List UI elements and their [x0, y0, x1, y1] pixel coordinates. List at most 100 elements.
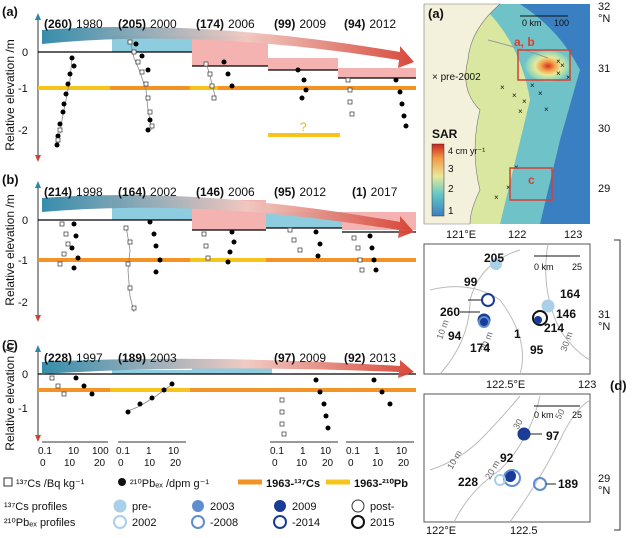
svg-text:97: 97 [546, 429, 560, 443]
svg-text:1: 1 [514, 327, 521, 341]
core-profiles [57, 219, 379, 313]
svg-text:1: 1 [300, 446, 306, 457]
svg-text:31: 31 [598, 63, 610, 75]
svg-text:92: 92 [500, 451, 514, 465]
legend: ¹³⁷Cs /Bq kg⁻¹ ²¹⁰Pbₑₓ /dpm g⁻¹ 1963-¹³⁷… [3, 477, 408, 529]
svg-text:10: 10 [396, 446, 408, 457]
core-year: 1998 [76, 185, 103, 199]
svg-text:228: 228 [458, 475, 478, 489]
panel-b: (b) 0 -1 -2 (214) 1998 (164) 2002 (146) 200… [2, 172, 416, 322]
core-year: 2006 [228, 185, 255, 199]
svg-text:121°E: 121°E [446, 229, 476, 241]
core-id: (99) [274, 17, 295, 31]
panel-label-d: (d) [610, 378, 627, 393]
core-year: 2013 [369, 351, 396, 365]
svg-text:×: × [556, 57, 561, 66]
svg-text:94: 94 [448, 329, 462, 343]
core-year: 2006 [228, 17, 255, 31]
svg-text:(228)1997: (228) 1997 [44, 351, 103, 365]
map-d-bottom: 10 m 20 m 30 50 0 km 25 97 92 228 189 12… [423, 393, 610, 537]
svg-text:×: × [530, 81, 535, 90]
svg-text:260: 260 [440, 305, 460, 319]
svg-text:10: 10 [320, 446, 332, 457]
svg-text:(174)2006: (174) 2006 [196, 17, 255, 31]
svg-text:99: 99 [464, 275, 478, 289]
svg-text:205: 205 [484, 251, 504, 265]
svg-text:×: × [512, 91, 517, 100]
core-id: (214) [44, 185, 72, 199]
svg-text:0 km: 0 km [534, 410, 554, 420]
svg-text:×: × [518, 107, 523, 116]
up-arrow-icon [35, 345, 41, 352]
svg-text:2009: 2009 [292, 501, 316, 513]
svg-text:122: 122 [508, 229, 526, 241]
svg-text:95: 95 [530, 343, 544, 357]
legend-pb: ²¹⁰Pbₑₓ /dpm g⁻¹ [130, 478, 209, 490]
panel-a: (a) ? 0 -1 -2 (260) 1980 (205) 2000 (174) 2… [2, 4, 416, 162]
svg-text:0: 0 [118, 458, 124, 469]
svg-text:×: × [538, 89, 543, 98]
svg-text:?: ? [300, 120, 307, 134]
svg-text:0: 0 [272, 458, 278, 469]
svg-text:123: 123 [578, 379, 596, 391]
svg-text:4 cm yr⁻¹: 4 cm yr⁻¹ [448, 146, 485, 156]
svg-text:0.1: 0.1 [346, 446, 360, 457]
svg-text:×: × [556, 69, 561, 78]
core-id: (260) [44, 17, 72, 31]
y-axis-title: Relative elevation /m [3, 194, 17, 305]
core-id: (164) [118, 185, 146, 199]
svg-text:×: × [544, 105, 549, 114]
svg-text:²¹⁰Pbₑₓ profiles: ²¹⁰Pbₑₓ profiles [4, 517, 76, 529]
svg-text:°N: °N [598, 485, 610, 497]
svg-text:Relative elevation /m: Relative elevation /m [3, 39, 17, 150]
svg-text:-1: -1 [18, 255, 28, 267]
svg-text:123: 123 [564, 229, 582, 241]
svg-text:0.1: 0.1 [38, 446, 52, 457]
trend-arrow [42, 195, 414, 238]
svg-text:(146)2006: (146) 2006 [196, 185, 255, 199]
svg-text:0.1: 0.1 [116, 446, 130, 457]
core-id: (95) [274, 185, 295, 199]
svg-text:32: 32 [598, 1, 610, 13]
svg-text:10: 10 [68, 446, 80, 457]
svg-text:(260)1980: (260) 1980 [44, 17, 103, 31]
legend-line-cs: 1963-¹³⁷Cs [266, 478, 320, 490]
core-year: 2000 [150, 17, 177, 31]
svg-text:31: 31 [598, 309, 610, 321]
svg-text:-2: -2 [18, 297, 28, 309]
core-id: (97) [274, 351, 295, 365]
core-year: 2012 [299, 185, 326, 199]
svg-text:164: 164 [560, 287, 580, 301]
svg-text:(a): (a) [428, 6, 444, 21]
svg-text:×: × [494, 193, 499, 202]
core-year: 2012 [369, 17, 396, 31]
panel-c: (c) 0 -1 (228) 1997 (189) 2003 (97) 2009 (9… [2, 338, 416, 469]
up-arrow-icon [35, 13, 41, 20]
core-id: (205) [118, 17, 146, 31]
svg-text:post-: post- [370, 501, 395, 513]
svg-text:SAR: SAR [432, 127, 458, 141]
svg-text:×: × [560, 61, 565, 70]
svg-text:×: × [506, 183, 511, 192]
core-profiles [54, 39, 409, 148]
map-main: ×××× ×××× ×××× × × a, b c × pre-2002 (a) … [423, 1, 610, 241]
core-year: 2009 [299, 17, 326, 31]
core-year: 2002 [150, 185, 177, 199]
core-profiles [49, 375, 393, 437]
svg-text:2: 2 [448, 184, 454, 195]
svg-text:30: 30 [598, 123, 610, 135]
svg-text:10: 10 [144, 458, 156, 469]
map-d-top: 10 m 20 m 30 m 0 km 25 205 99 260 94 174… [423, 243, 610, 391]
svg-text:2015: 2015 [370, 517, 394, 529]
down-arrow-icon [35, 435, 41, 442]
svg-text:a, b: a, b [514, 35, 535, 49]
svg-text:30: 30 [511, 417, 525, 431]
up-arrow-icon [35, 181, 41, 188]
svg-text:29: 29 [598, 183, 610, 195]
svg-text:20: 20 [94, 458, 106, 469]
svg-text:122.5°E: 122.5°E [486, 379, 525, 391]
svg-text:-2008: -2008 [210, 517, 238, 529]
core-year: 1980 [76, 17, 103, 31]
svg-text:0 km: 0 km [522, 18, 542, 28]
svg-text:0: 0 [40, 458, 46, 469]
